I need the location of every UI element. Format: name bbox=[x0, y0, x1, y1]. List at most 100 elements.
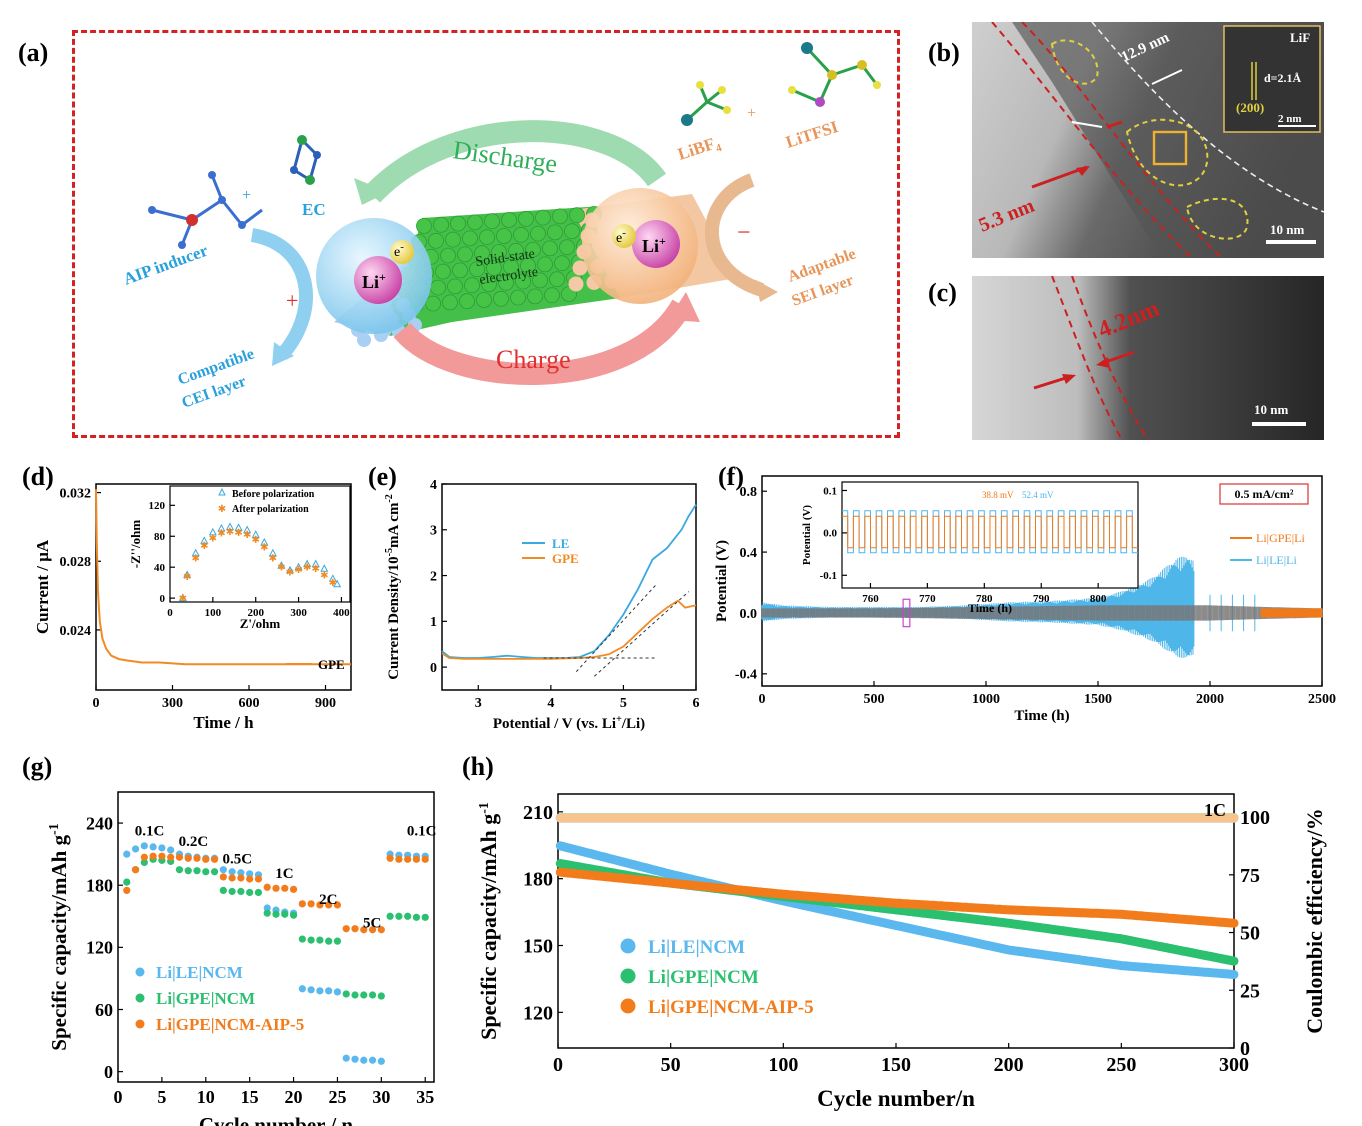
chart-h-xtick-label: 200 bbox=[994, 1054, 1024, 1076]
chart-d-inset-point-before bbox=[234, 523, 243, 531]
chart-f-inset-xlabel: Time (h) bbox=[968, 601, 1012, 615]
chart-e-xtick-label: 6 bbox=[693, 696, 700, 711]
chart-g-point-1 bbox=[360, 991, 368, 999]
chart-d-inset-point-after: ✱ bbox=[183, 572, 191, 583]
chart-g-point-2 bbox=[325, 901, 333, 909]
chart-g-ylabel: Specific capacity/mAh g-1 bbox=[47, 823, 71, 1050]
lithium-ion-right bbox=[632, 220, 680, 268]
chart-g-point-2 bbox=[263, 883, 271, 891]
chart-g-rate-label: 0.2C bbox=[179, 834, 209, 850]
chart-g-point-1 bbox=[289, 911, 298, 919]
chart-d-inset-point-after: ✱ bbox=[329, 578, 337, 589]
chart-g-point-0 bbox=[377, 1057, 385, 1065]
chart-g-legend-label: Li|GPE|NCM bbox=[156, 989, 255, 1008]
electrolyte-atom bbox=[532, 272, 548, 289]
electrolyte-atom bbox=[481, 276, 497, 292]
chart-f-ylabel: Potential (V) bbox=[714, 540, 730, 622]
chart-g-point-2 bbox=[351, 925, 359, 933]
chart-g-point-2 bbox=[289, 885, 298, 893]
electrolyte-atom bbox=[433, 216, 449, 233]
chart-g-xtick-label: 15 bbox=[241, 1087, 259, 1107]
electrolyte-atom bbox=[510, 289, 526, 306]
chart-d-inset-point-before bbox=[208, 527, 217, 536]
ec-molecule bbox=[290, 135, 321, 185]
chart-h-legend-label: Li|LE|NCM bbox=[648, 937, 745, 958]
chart-g-rate-label: 0.5C bbox=[223, 851, 253, 867]
chart-d-series-gpe bbox=[95, 489, 351, 666]
cathode-atom bbox=[357, 333, 371, 347]
chart-g-legend-marker bbox=[135, 967, 145, 977]
chart-g-point-2 bbox=[175, 853, 184, 861]
chart-g-point-2 bbox=[412, 855, 421, 863]
chart-d-inset-point-before bbox=[251, 530, 260, 538]
minus-sign: − bbox=[737, 220, 751, 246]
chart-g-point-2 bbox=[123, 886, 131, 894]
chart-g-point-2 bbox=[131, 866, 140, 874]
chart-g-point-0 bbox=[131, 845, 140, 853]
ec-label: EC bbox=[302, 200, 326, 219]
chart-g-point-2 bbox=[298, 900, 306, 908]
electrolyte-atom bbox=[537, 256, 553, 273]
chart-g-point-1 bbox=[123, 878, 131, 886]
chart-g: 0 5 10 15 20 25 30 35 0 60 120 180 240 0.1C 0.2C 0.5C 1C… bbox=[47, 791, 436, 1126]
chart-g-point-2 bbox=[237, 874, 245, 882]
electrolyte-atom bbox=[508, 242, 524, 259]
chart-g-point-0 bbox=[158, 844, 166, 852]
chart-d-inset-point-before bbox=[303, 559, 312, 568]
chart-g-point-2 bbox=[377, 926, 385, 934]
discharge-arrow bbox=[363, 120, 667, 203]
chart-g-point-2 bbox=[210, 855, 219, 863]
chart-h-series-2 bbox=[555, 867, 1239, 928]
chart-d-inset-point-after: ✱ bbox=[294, 565, 302, 576]
electrolyte-atom bbox=[547, 224, 563, 241]
electrolyte-atom bbox=[442, 294, 458, 311]
chart-h-legend-marker bbox=[620, 968, 636, 984]
chart-g-xtick-label: 30 bbox=[372, 1087, 390, 1107]
chart-d-inset-point-before bbox=[200, 536, 209, 544]
chart-g-point-0 bbox=[140, 842, 148, 850]
chart-d-inset-ylabel: -Z''/ohm bbox=[128, 520, 143, 569]
chart-d-inset-point-after: ✱ bbox=[320, 570, 328, 581]
chart-f-inset-xtick-label: 780 bbox=[976, 593, 993, 605]
electrolyte-atom bbox=[457, 246, 473, 263]
electrolyte-atom bbox=[484, 213, 500, 230]
cei-arrow bbox=[250, 228, 313, 360]
electrolyte-atom bbox=[450, 215, 466, 232]
chart-g-point-2 bbox=[404, 855, 412, 863]
electrolyte-atom bbox=[530, 225, 546, 242]
chart-f-ytick-label: 0.0 bbox=[740, 607, 758, 622]
chart-e-series-gpe bbox=[441, 599, 697, 660]
chart-f-series-gpe bbox=[1260, 608, 1323, 618]
electrolyte-atom bbox=[535, 209, 551, 226]
charge-label: Charge bbox=[496, 345, 571, 374]
chart-g-xtick-label: 20 bbox=[285, 1087, 303, 1107]
chart-d-ytick-label: 0.032 bbox=[60, 486, 92, 501]
electrolyte-atom bbox=[425, 295, 441, 312]
chart-e-tangent-gpe bbox=[594, 591, 690, 677]
schematic-frame bbox=[72, 30, 900, 438]
chart-g-ytick-label: 120 bbox=[86, 938, 113, 958]
chart-g-rate-label: 5C bbox=[363, 916, 381, 932]
electrolyte-atom bbox=[564, 223, 580, 240]
electrolyte-atom bbox=[520, 257, 536, 274]
chart-g-point-2 bbox=[386, 854, 394, 862]
chart-g-point-1 bbox=[421, 913, 429, 921]
chart-g-point-1 bbox=[210, 868, 219, 876]
electrolyte-atom bbox=[476, 292, 492, 308]
electrolyte-atom bbox=[549, 271, 565, 288]
chart-g-point-2 bbox=[342, 925, 350, 933]
chart-d-inset-point-before bbox=[333, 579, 342, 588]
chart-e-frame bbox=[441, 483, 697, 691]
chart-g-point-0 bbox=[149, 843, 157, 851]
chart-g-point-2 bbox=[360, 926, 368, 934]
electrolyte-atom bbox=[486, 260, 502, 276]
chart-f-inset-annotation-2: 52.4 mV bbox=[1022, 490, 1054, 500]
discharge-arrowhead bbox=[354, 178, 388, 205]
chart-f-legend-le: Li|LE|Li bbox=[1256, 553, 1297, 567]
chart-g-point-1 bbox=[184, 867, 192, 875]
electrolyte-atom bbox=[445, 231, 461, 248]
electrolyte-atom bbox=[544, 287, 560, 304]
chart-d-inset-point-after: ✱ bbox=[234, 528, 242, 539]
chart-g-point-2 bbox=[158, 852, 166, 860]
chart-e-ytick-label: 0 bbox=[430, 661, 437, 676]
